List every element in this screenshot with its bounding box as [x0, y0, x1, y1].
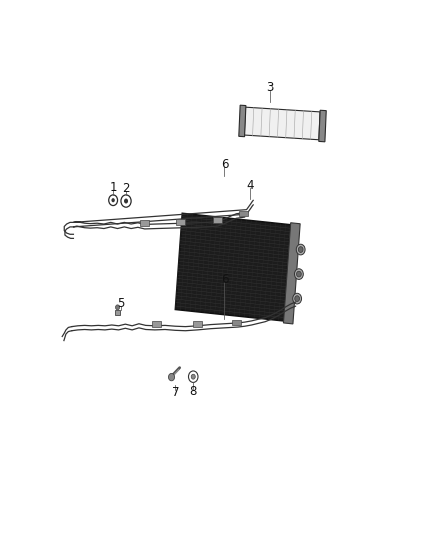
Bar: [232, 320, 241, 325]
Circle shape: [109, 195, 117, 206]
Circle shape: [188, 371, 198, 383]
Bar: [140, 220, 149, 226]
Text: 4: 4: [246, 179, 254, 192]
Circle shape: [191, 374, 195, 379]
Text: 6: 6: [221, 273, 228, 286]
Circle shape: [297, 271, 301, 277]
Circle shape: [111, 198, 115, 202]
Circle shape: [294, 269, 303, 279]
Bar: [176, 219, 185, 225]
Text: 2: 2: [122, 182, 130, 195]
Bar: [175, 213, 290, 321]
Circle shape: [293, 293, 301, 304]
Bar: [244, 107, 320, 140]
Circle shape: [121, 195, 131, 207]
Bar: [319, 110, 326, 142]
Text: 3: 3: [267, 81, 274, 94]
Bar: [283, 223, 300, 324]
Circle shape: [116, 305, 120, 310]
Text: 1: 1: [110, 181, 117, 193]
Bar: [239, 105, 246, 136]
Text: 7: 7: [172, 386, 179, 399]
Circle shape: [169, 374, 175, 381]
Circle shape: [298, 247, 303, 253]
Circle shape: [124, 199, 128, 204]
Circle shape: [296, 244, 305, 255]
Text: 5: 5: [117, 297, 125, 310]
Bar: [115, 310, 120, 314]
Bar: [213, 217, 222, 223]
Circle shape: [295, 296, 300, 302]
Text: 6: 6: [221, 158, 228, 171]
Text: 8: 8: [190, 385, 197, 398]
Bar: [193, 321, 202, 327]
Bar: [239, 211, 247, 216]
Bar: [152, 321, 161, 327]
